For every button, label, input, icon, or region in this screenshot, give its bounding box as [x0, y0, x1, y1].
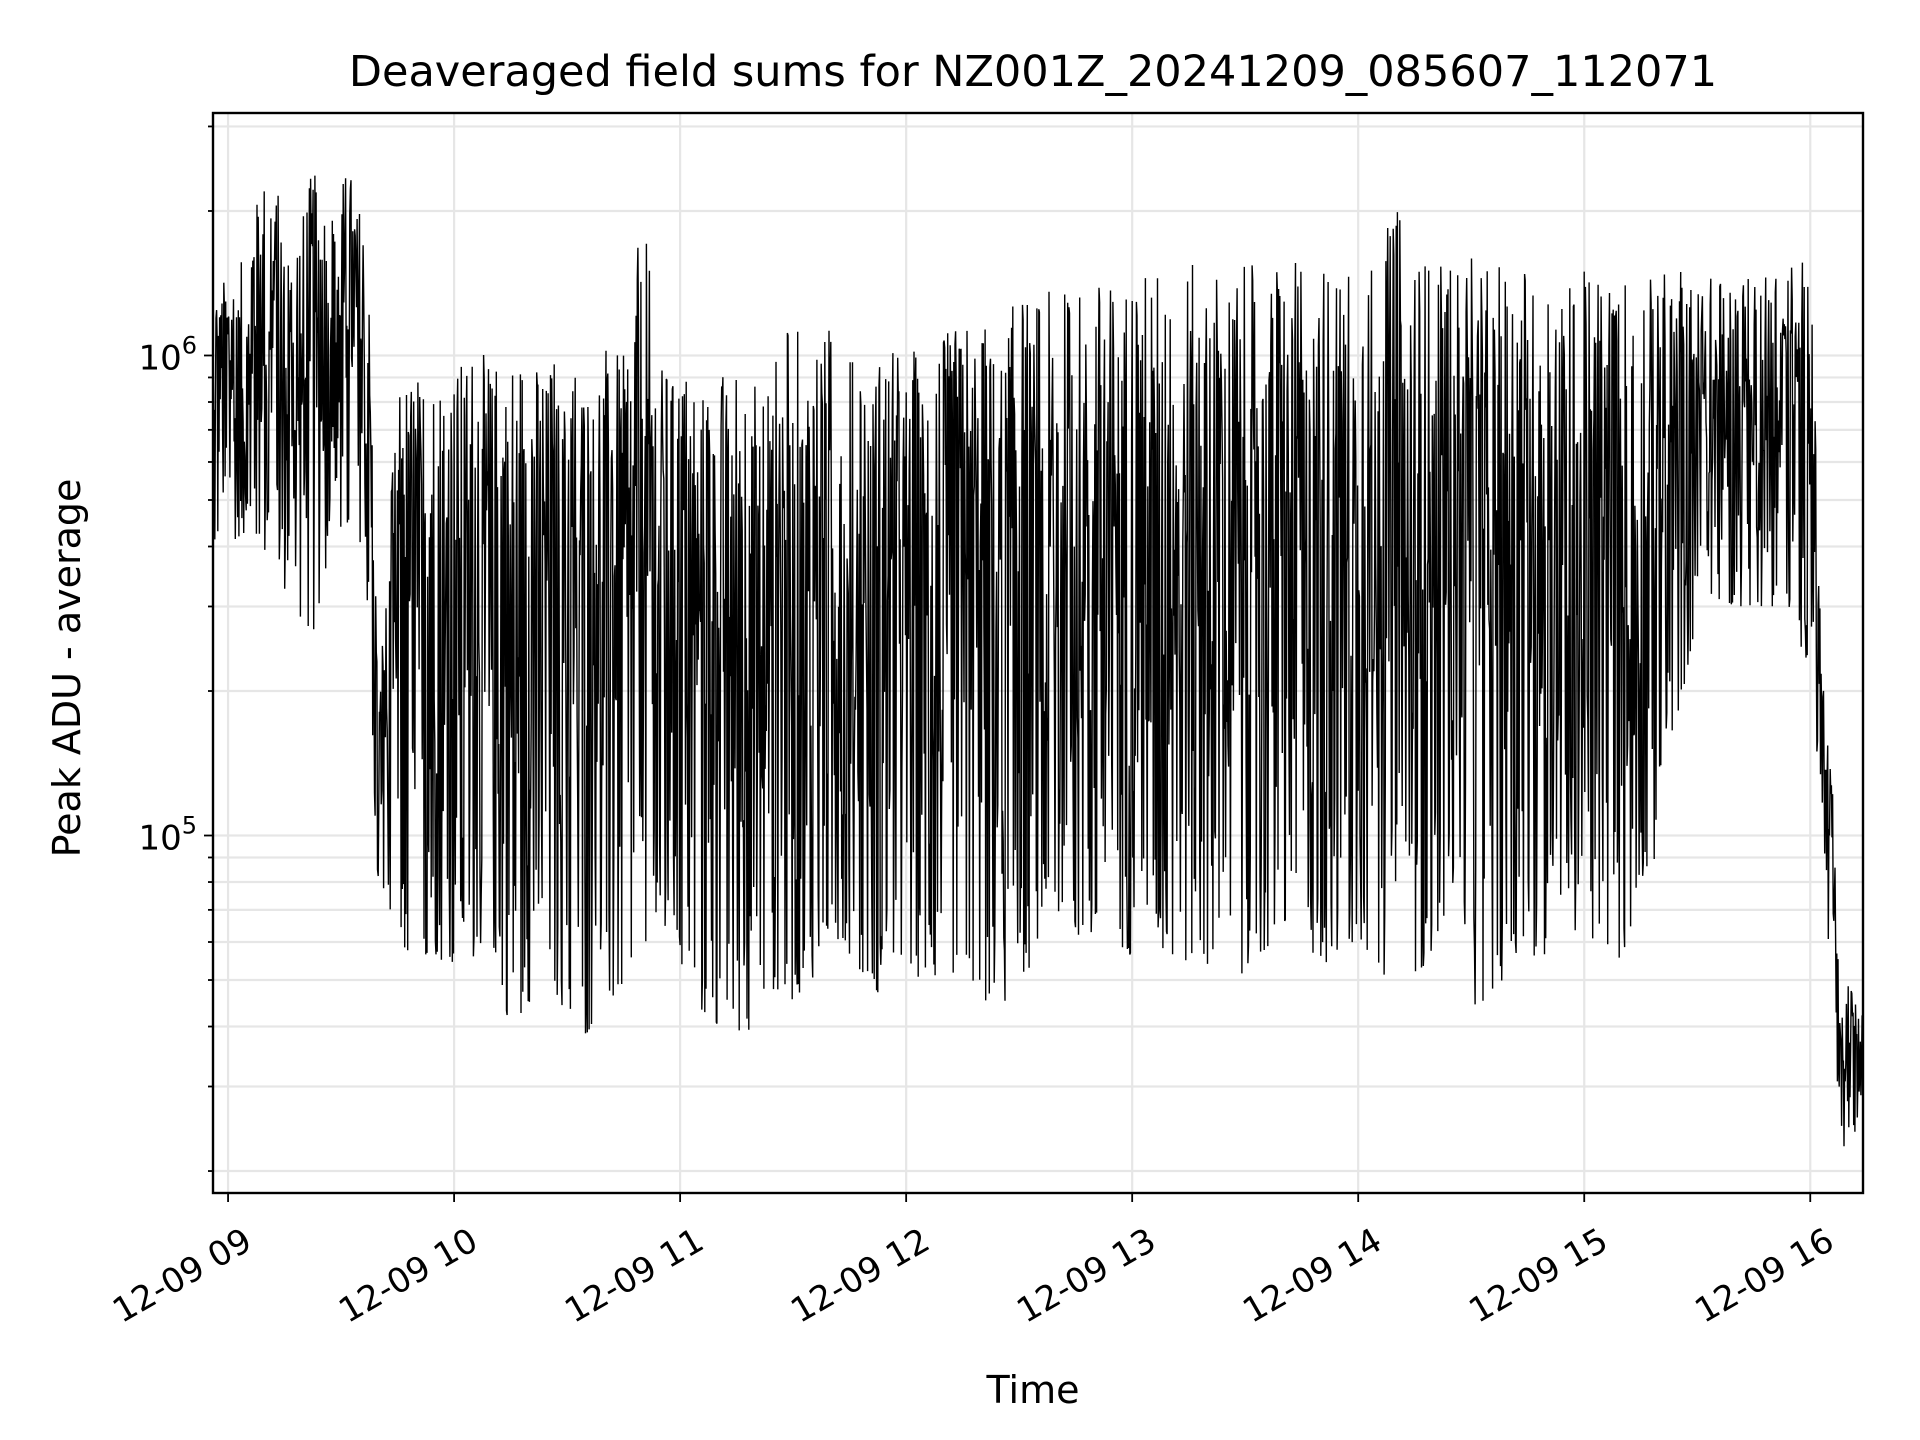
y-axis-label: Peak ADU - average — [45, 479, 89, 858]
series-line — [212, 175, 1864, 1147]
x-axis-label: Time — [986, 1368, 1080, 1412]
chart-title: Deaveraged field sums for NZ001Z_2024120… — [349, 47, 1717, 97]
series-layer — [212, 175, 1864, 1147]
y-tick-label: 106 — [138, 331, 197, 378]
plot-frame — [211, 111, 1865, 1195]
y-tick-label: 105 — [138, 812, 197, 859]
